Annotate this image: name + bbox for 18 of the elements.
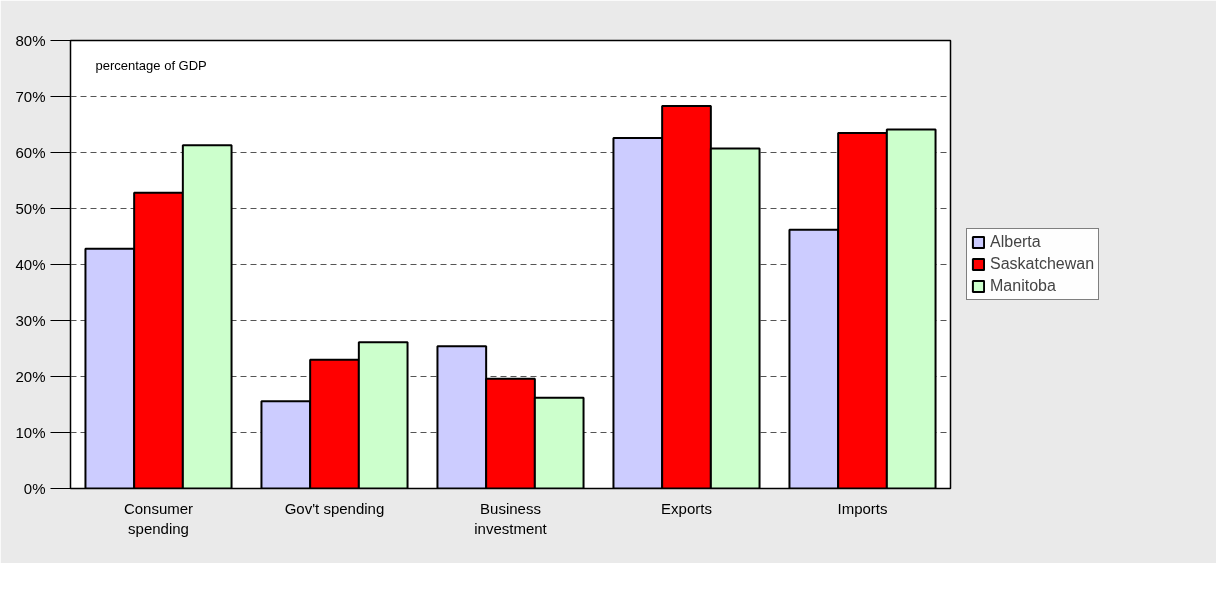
y-tick-label: 10%	[15, 424, 46, 441]
y-tick-label: 50%	[15, 200, 46, 217]
x-tick-label: Exports	[661, 499, 712, 517]
legend-label: Alberta	[990, 233, 1041, 251]
y-tick-label: 30%	[15, 312, 46, 329]
y-tick-label: 0%	[23, 480, 46, 497]
y-tick-label: 20%	[15, 368, 46, 385]
y-tick-label: 80%	[15, 32, 46, 49]
x-tick-label: Business investment	[474, 499, 548, 537]
y-tick-label: 70%	[15, 88, 46, 105]
legend-label: Manitoba	[990, 277, 1056, 295]
x-tick-label: Gov't spending	[284, 499, 385, 517]
legend-label: Saskatchewan	[990, 255, 1095, 273]
y-tick-label: 60%	[15, 144, 46, 161]
x-tick-label: Consumer spending	[123, 499, 194, 537]
x-tick-label: Imports	[837, 499, 888, 517]
y-tick-label: 40%	[15, 256, 46, 273]
annotation: percentage of GDP	[95, 57, 207, 73]
